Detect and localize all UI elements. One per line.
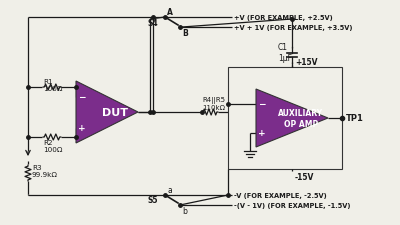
Text: C1
1μF: C1 1μF [278, 43, 292, 62]
Text: R2
100Ω: R2 100Ω [43, 139, 62, 152]
Text: +V (FOR EXAMPLE, +2.5V): +V (FOR EXAMPLE, +2.5V) [234, 15, 333, 21]
Text: TP1: TP1 [346, 114, 364, 123]
Text: B: B [182, 29, 188, 38]
Text: +: + [78, 124, 86, 132]
Text: +V + 1V (FOR EXAMPLE, +3.5V): +V + 1V (FOR EXAMPLE, +3.5V) [234, 25, 352, 31]
Text: +: + [258, 128, 266, 137]
Polygon shape [256, 90, 328, 147]
Text: S5: S5 [147, 196, 158, 205]
Text: A: A [167, 8, 173, 17]
Polygon shape [76, 82, 138, 143]
Text: R1
100Ω: R1 100Ω [43, 79, 62, 92]
Text: b: b [182, 206, 187, 215]
Bar [228, 68, 342, 169]
Text: S4: S4 [147, 18, 158, 27]
Text: R4||R5
110kΩ: R4||R5 110kΩ [202, 97, 225, 110]
Text: -(V - 1V) (FOR EXAMPLE, -1.5V): -(V - 1V) (FOR EXAMPLE, -1.5V) [234, 202, 350, 208]
Text: -15V: -15V [295, 172, 314, 181]
Text: −: − [78, 93, 86, 101]
Text: R3
99.9kΩ: R3 99.9kΩ [32, 165, 58, 178]
Text: -V (FOR EXAMPLE, -2.5V): -V (FOR EXAMPLE, -2.5V) [234, 192, 327, 198]
Text: +15V: +15V [295, 58, 318, 67]
Text: a: a [167, 185, 172, 194]
Text: DUT: DUT [102, 108, 128, 117]
Text: −: − [258, 99, 266, 108]
Text: AUXILIARY
OP AMP: AUXILIARY OP AMP [278, 109, 324, 128]
